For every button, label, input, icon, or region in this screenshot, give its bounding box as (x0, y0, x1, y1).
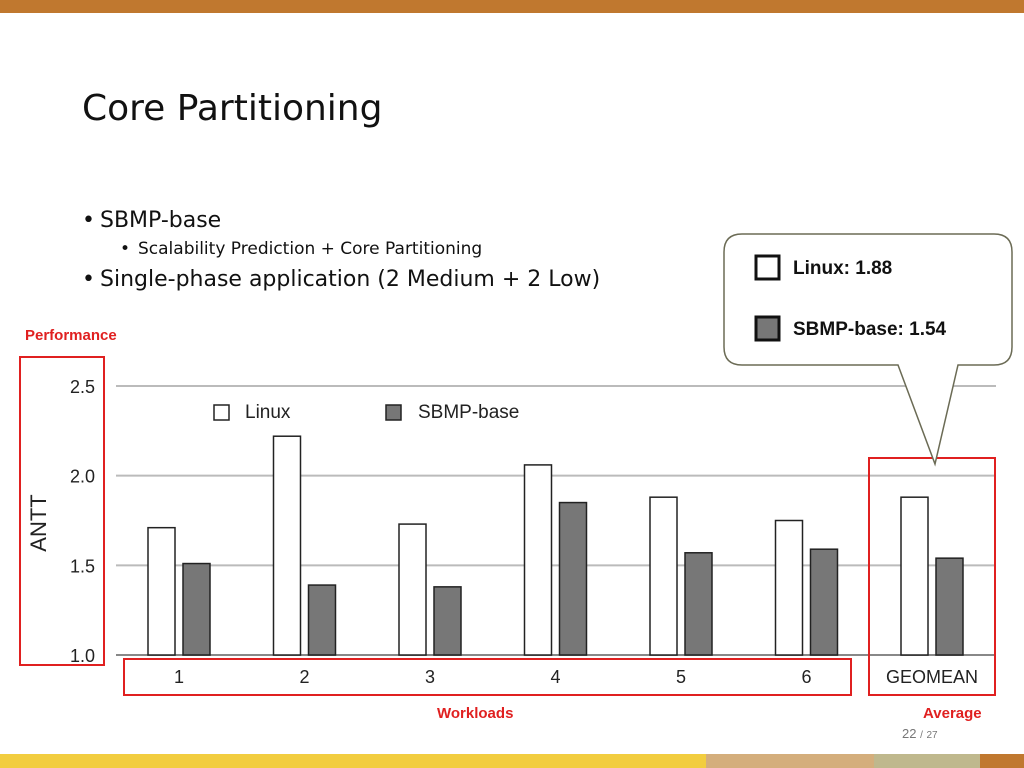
bullet-item: • SBMP-base (82, 208, 600, 233)
x-tick-label: 6 (801, 667, 811, 687)
callout-swatch-sbmp (754, 315, 781, 342)
bullet-dot: • (82, 208, 95, 233)
workloads-highlight-box (123, 658, 852, 696)
callout-label-linux: Linux: 1.88 (793, 258, 892, 279)
callout-label-sbmp: SBMP-base: 1.54 (793, 319, 947, 340)
bullet-list: • SBMP-base • Scalability Prediction + Cor… (82, 208, 600, 292)
y-tick-label: 1.5 (70, 556, 95, 576)
yaxis-highlight-box (19, 356, 105, 666)
callout-bubble: Linux: 1.88 SBMP-base: 1.54 (723, 233, 1013, 467)
bar-linux-6 (774, 519, 804, 656)
labels-layer: 1.0 1.5 2.0 2.5 1 2 3 4 5 6 GEOMEAN (70, 377, 978, 687)
legend-label-linux: Linux (245, 402, 291, 423)
bar-sbmp-5 (684, 552, 713, 656)
chart-legend: Linux SBMP-base (213, 402, 519, 423)
bar-sbmp-6 (809, 548, 839, 656)
top-accent-bar (0, 0, 1024, 13)
bar-sbmp-2 (307, 584, 337, 656)
legend-swatch-linux (213, 404, 230, 421)
bullet-item: • Single-phase application (2 Medium + 2 … (82, 267, 600, 292)
x-tick-label: 4 (550, 667, 560, 687)
page-number: 22 / 27 (902, 726, 938, 741)
x-tick-label: GEOMEAN (886, 667, 978, 687)
x-tick-label: 3 (425, 667, 435, 687)
bullet-text: Scalability Prediction + Core Partitioni… (138, 239, 483, 259)
page-total: 27 (926, 730, 938, 741)
sub-bullet-item: • Scalability Prediction + Core Partition… (82, 239, 600, 259)
grid-layer (116, 385, 996, 656)
bar-sbmp-7 (935, 557, 964, 656)
x-tick-label: 1 (174, 667, 184, 687)
page-current: 22 (902, 726, 917, 741)
bar-sbmp-3 (433, 586, 462, 656)
bar-linux-1 (147, 526, 176, 656)
bar-sbmp-1 (182, 562, 211, 656)
bar-linux-7 (900, 496, 929, 656)
bar-sbmp-4 (558, 501, 588, 656)
bullet-dot: • (82, 267, 95, 292)
x-tick-label: 5 (676, 667, 686, 687)
bottom-accent-bar (0, 754, 1024, 768)
x-tick-label: 2 (299, 667, 309, 687)
bar-linux-4 (523, 464, 553, 656)
page-separator: / (920, 730, 923, 741)
callout-swatch-linux (754, 254, 781, 281)
y-tick-label: 2.5 (70, 377, 95, 397)
legend-label-sbmp: SBMP-base (418, 402, 519, 423)
y-tick-label: 2.0 (70, 467, 95, 487)
bar-linux-2 (272, 435, 302, 656)
bar-linux-3 (398, 523, 427, 656)
bar-linux-5 (649, 496, 678, 656)
bullet-dot: • (120, 239, 131, 259)
bullet-text: SBMP-base (100, 208, 222, 233)
performance-label: Performance (25, 327, 117, 344)
bars-layer (147, 435, 964, 656)
geomean-highlight-box (868, 457, 996, 696)
y-axis-label: ANTT (26, 494, 51, 551)
workloads-label: Workloads (437, 705, 514, 722)
bullet-text: Single-phase application (2 Medium + 2 L… (100, 267, 601, 292)
y-tick-label: 1.0 (70, 646, 95, 666)
callout-shape (723, 233, 1013, 467)
average-label: Average (923, 705, 982, 722)
legend-swatch-sbmp (385, 404, 402, 421)
slide-title: Core Partitioning (82, 88, 383, 129)
